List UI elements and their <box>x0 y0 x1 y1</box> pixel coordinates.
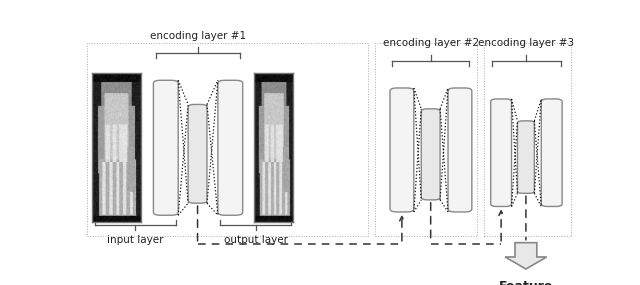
Text: input layer: input layer <box>107 235 164 245</box>
FancyBboxPatch shape <box>218 80 243 215</box>
Bar <box>88 43 367 236</box>
FancyBboxPatch shape <box>491 99 511 206</box>
FancyBboxPatch shape <box>421 109 440 200</box>
Text: encoding layer #3: encoding layer #3 <box>478 38 575 48</box>
FancyBboxPatch shape <box>448 88 472 212</box>
FancyBboxPatch shape <box>518 121 534 193</box>
Bar <box>375 43 477 236</box>
FancyBboxPatch shape <box>390 88 414 212</box>
FancyBboxPatch shape <box>154 80 178 215</box>
Bar <box>484 43 571 236</box>
FancyBboxPatch shape <box>188 104 207 203</box>
Text: Feature
Vector: Feature Vector <box>499 280 553 285</box>
Text: output layer: output layer <box>223 235 287 245</box>
Text: encoding layer #1: encoding layer #1 <box>150 31 246 41</box>
Text: encoding layer #2: encoding layer #2 <box>383 38 479 48</box>
Polygon shape <box>505 243 547 269</box>
FancyBboxPatch shape <box>541 99 562 206</box>
